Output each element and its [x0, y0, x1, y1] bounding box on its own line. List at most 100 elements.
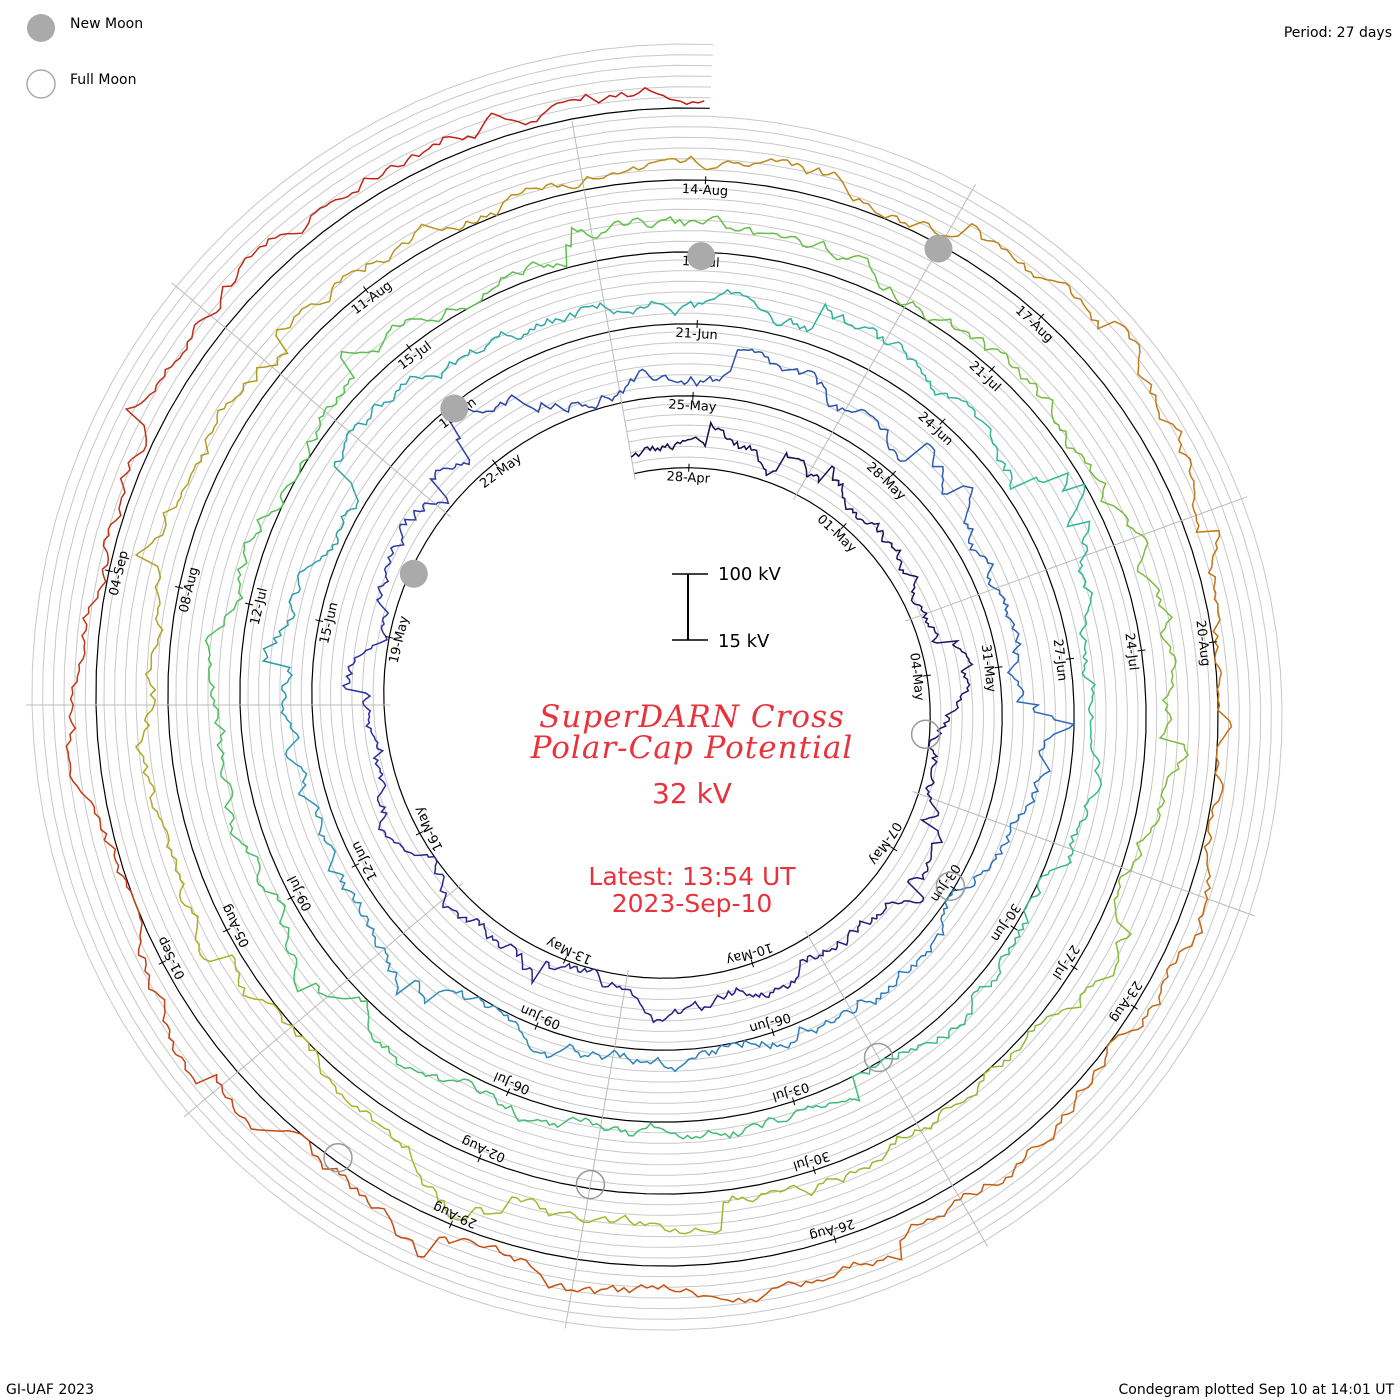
series-segment — [288, 534, 339, 616]
series-segment — [1006, 664, 1076, 749]
series-segment — [280, 704, 308, 795]
scale-bottom-label: 15 kV — [718, 631, 770, 652]
series-segment — [806, 465, 857, 514]
series-segment — [624, 988, 693, 1024]
series-segment — [459, 394, 547, 418]
date-tick — [158, 960, 167, 965]
series-segment — [210, 215, 312, 317]
series-segment — [1195, 515, 1221, 643]
series-segment — [583, 1214, 706, 1235]
date-tick — [534, 1022, 539, 1030]
series-segment — [919, 797, 944, 872]
day-spoke — [183, 882, 464, 1118]
day-spoke — [912, 791, 1255, 917]
series-segment — [1146, 898, 1209, 1016]
series-segment — [527, 1043, 615, 1061]
series-segment — [384, 948, 463, 1005]
series-segment — [600, 1122, 701, 1140]
series-segment — [404, 1066, 503, 1106]
date-tick — [363, 286, 369, 294]
series-segment — [1068, 286, 1153, 393]
series-segment — [392, 286, 496, 328]
series-segment — [1005, 353, 1068, 448]
series-segment — [906, 300, 1007, 355]
legend-full-moon-label: Full Moon — [70, 72, 136, 88]
date-label: 20-Aug — [1192, 619, 1212, 667]
series-segment — [134, 464, 197, 583]
series-segment — [1017, 849, 1074, 932]
series-segment — [228, 810, 282, 904]
series-segment — [994, 587, 1022, 666]
date-tick — [994, 666, 1003, 669]
grid-ring — [42, 54, 1272, 1320]
date-tick — [415, 830, 424, 836]
new-moon-marker — [924, 234, 953, 263]
series-segment — [341, 636, 388, 706]
series-segment — [1149, 392, 1197, 516]
series-segment — [1158, 646, 1190, 765]
date-label: 31-May — [978, 644, 999, 694]
day-spoke — [905, 496, 1248, 622]
series-segment — [198, 943, 293, 1027]
series-segment — [1061, 1015, 1148, 1116]
date-label: 14-Aug — [681, 182, 728, 200]
series-segment — [819, 916, 878, 957]
series-segment — [291, 1025, 372, 1115]
series-segment — [501, 1104, 602, 1129]
series-segment — [760, 954, 821, 999]
day-spoke — [564, 969, 629, 1329]
date-tick — [1130, 1004, 1138, 1010]
series-segment — [433, 99, 569, 146]
date-label: 04-May — [906, 652, 927, 702]
series-segment — [162, 825, 200, 945]
series-segment — [1081, 656, 1097, 755]
date-tick — [315, 619, 324, 623]
day-spoke — [571, 120, 636, 480]
series-segment — [1009, 471, 1091, 557]
full-moon-marker — [863, 1042, 894, 1073]
date-tick — [704, 176, 707, 185]
series-segment — [790, 302, 885, 344]
date-tick — [988, 365, 995, 373]
series-segment — [776, 363, 846, 412]
date-tick — [750, 959, 754, 968]
grid-ring — [74, 86, 1240, 1288]
grid-ring — [63, 75, 1251, 1299]
series-segment — [1213, 641, 1233, 769]
series-segment — [883, 341, 963, 402]
series-segment — [776, 1009, 854, 1049]
grid-ring — [52, 64, 1262, 1310]
date-tick — [812, 1166, 816, 1175]
date-label: 06-Jun — [748, 1009, 793, 1036]
series-segment — [699, 1109, 797, 1139]
day-spoke — [805, 930, 988, 1247]
current-value: 32 kV — [652, 777, 732, 810]
series-segment — [545, 390, 621, 414]
series-segment — [204, 600, 238, 706]
date-label: 25-May — [668, 397, 717, 415]
series-segment — [921, 612, 974, 673]
series-segment — [852, 961, 918, 1015]
new-moon-marker — [440, 394, 469, 423]
series-segment — [376, 561, 392, 637]
date-tick — [950, 885, 958, 892]
date-tick — [833, 1235, 837, 1244]
full-moon-icon — [26, 69, 56, 99]
series-segment — [103, 839, 147, 972]
series-segment — [936, 670, 971, 737]
series-segment — [709, 1266, 844, 1304]
date-tick — [939, 418, 946, 425]
date-tick — [1038, 313, 1045, 321]
title-line-1: SuperDARN Cross — [539, 699, 845, 735]
series-segment — [398, 842, 448, 899]
series-segment — [1077, 555, 1094, 658]
date-tick — [492, 459, 498, 467]
series-segment — [327, 995, 405, 1070]
date-label: 19-May — [387, 614, 413, 665]
series-segment — [236, 506, 282, 602]
footer-plot-time: Condegram plotted Sep 10 at 14:01 UT — [1118, 1382, 1394, 1398]
series-segment — [592, 215, 704, 239]
series-segment — [1136, 534, 1174, 648]
new-moon-marker — [399, 559, 428, 588]
series-segment — [619, 368, 695, 395]
